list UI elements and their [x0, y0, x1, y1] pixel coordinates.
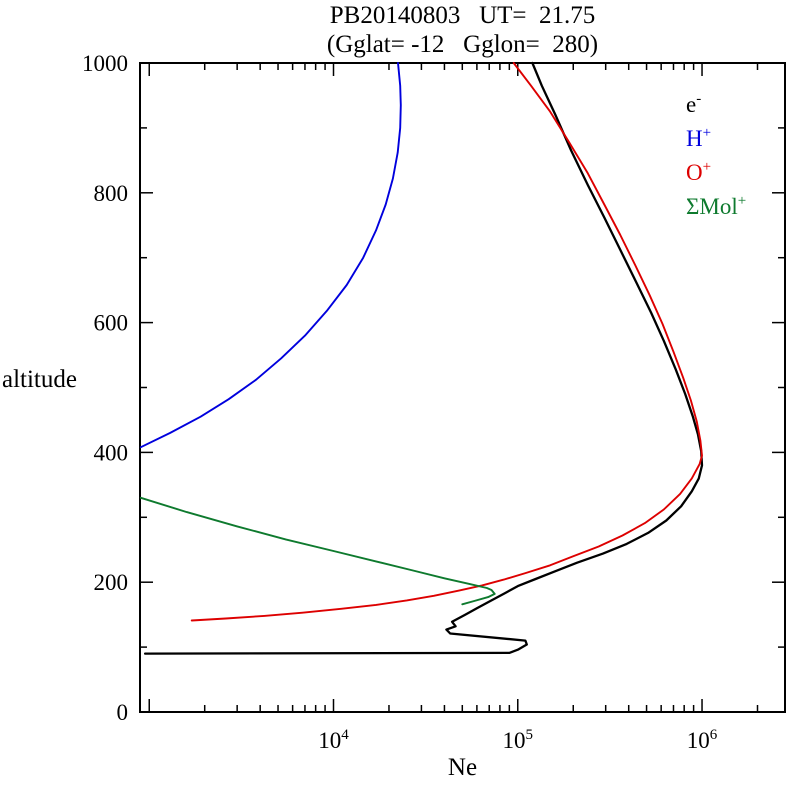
legend-item-H+: H+	[686, 125, 711, 151]
legend-item-O+: O+	[686, 159, 711, 185]
curve-e-	[143, 61, 704, 655]
y-axis-tick-label: 0	[117, 700, 129, 725]
chart-subtitle: (Gglat= -12 Gglon= 280)	[326, 31, 599, 58]
chart-title: PB20140803 UT= 21.75	[329, 2, 596, 29]
y-axis-tick-label: 1000	[82, 51, 128, 76]
curve-H+	[139, 62, 402, 449]
y-axis-label: altitude	[2, 366, 77, 393]
y-axis-tick-label: 800	[94, 181, 129, 206]
x-axis-tick-label: 105	[503, 727, 534, 753]
x-axis-tick-label: 104	[318, 727, 349, 753]
y-axis-tick-label: 200	[94, 570, 129, 595]
y-axis-tick-label: 600	[94, 311, 129, 336]
x-axis-tick-label: 106	[687, 727, 718, 753]
curve-Mol+	[139, 496, 496, 606]
legend-item-e-: e-	[686, 91, 701, 117]
x-axis-label: Ne	[447, 754, 478, 781]
legend-item-Mol+: ΣMol+	[686, 193, 746, 219]
curve-O+	[190, 62, 703, 622]
y-axis-tick-label: 400	[94, 440, 129, 465]
